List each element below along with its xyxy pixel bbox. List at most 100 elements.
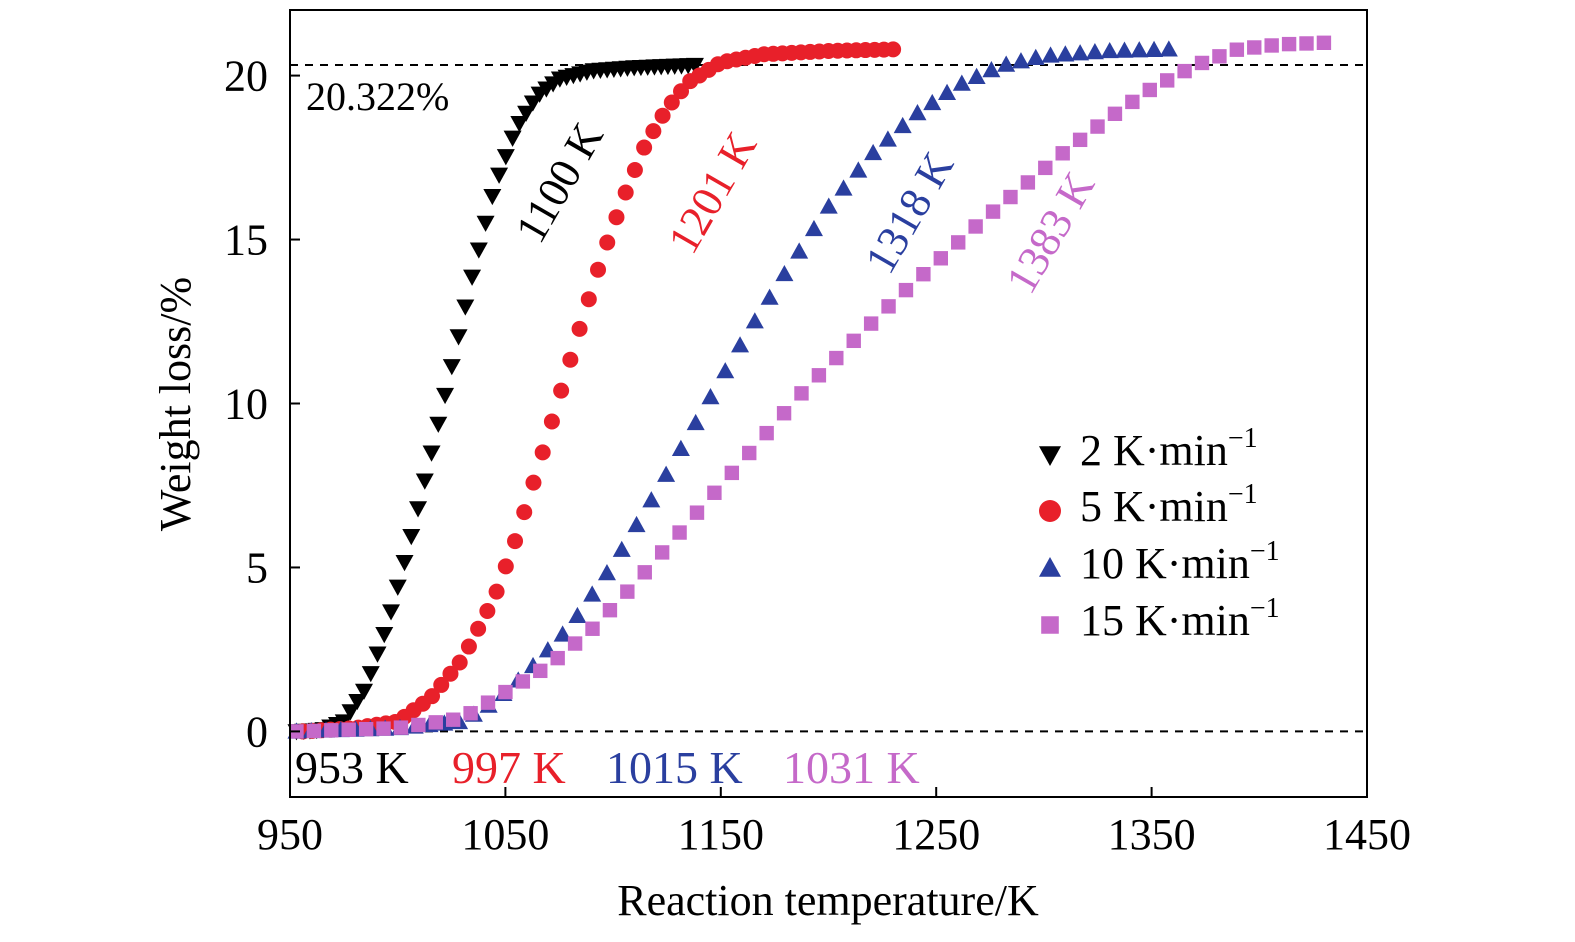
data-point (503, 130, 522, 147)
data-point (498, 684, 513, 700)
data-point (411, 717, 426, 733)
data-point (1145, 40, 1164, 57)
data-point (490, 167, 509, 184)
data-point (395, 554, 414, 572)
x-tick-label: 1350 (1108, 810, 1196, 859)
data-point (878, 130, 897, 147)
data-point (881, 299, 896, 314)
data-point (1020, 175, 1036, 190)
data-point (794, 386, 809, 401)
data-point (1142, 82, 1157, 98)
data-point (689, 505, 705, 520)
y-tick-label: 15 (224, 216, 268, 265)
data-point (1055, 146, 1070, 161)
data-point (745, 312, 764, 329)
data-point (654, 545, 670, 560)
data-point (626, 162, 643, 179)
legend-marker-10k (1039, 557, 1061, 577)
data-point (645, 123, 662, 140)
data-point (515, 674, 531, 689)
data-point (1038, 160, 1053, 176)
data-point (846, 333, 861, 349)
data-point (480, 695, 496, 710)
data-point (449, 329, 468, 346)
data-point (507, 533, 524, 550)
data-point (534, 444, 551, 461)
data-point (1056, 45, 1075, 62)
data-point (933, 251, 949, 266)
data-point (355, 683, 374, 700)
data-point (1281, 36, 1297, 52)
data-point (460, 638, 477, 655)
data-point (516, 504, 533, 521)
data-point (583, 585, 602, 602)
data-point (483, 188, 502, 206)
data-point (463, 706, 478, 721)
data-point (442, 359, 461, 376)
x-axis-title: Reaction temperature/K (617, 876, 1039, 925)
data-point (368, 646, 387, 663)
data-point (731, 336, 750, 353)
y-tick-label: 0 (246, 707, 268, 756)
legend-item-15k: 15 K·min−1 (1041, 593, 1280, 645)
data-point (686, 413, 705, 431)
data-point (1100, 41, 1119, 59)
data-point (523, 95, 542, 112)
data-point (804, 219, 823, 237)
data-point (1085, 43, 1104, 60)
data-point (1264, 38, 1279, 53)
data-point (916, 267, 931, 282)
data-point (1107, 106, 1123, 122)
data-point (415, 473, 434, 490)
data-point (393, 720, 409, 735)
data-point (642, 491, 661, 508)
onset-label-2k: 953 K (295, 742, 409, 793)
data-point (811, 368, 827, 383)
y-tick-label: 5 (246, 543, 268, 592)
data-point (533, 663, 548, 679)
data-point (1159, 40, 1178, 57)
data-point (620, 584, 635, 599)
data-point (863, 316, 879, 331)
data-point (1177, 63, 1192, 79)
data-point (1090, 119, 1105, 134)
data-point (402, 529, 421, 546)
data-point (617, 184, 634, 201)
onset-label-15k: 1031 K (783, 742, 920, 793)
data-point (341, 704, 360, 721)
y-tick-label: 10 (224, 380, 268, 429)
data-point (571, 320, 588, 337)
data-point (429, 416, 448, 433)
data-point (358, 721, 374, 737)
data-point (864, 143, 883, 161)
y-tick-label: 20 (224, 52, 268, 101)
data-point (599, 234, 616, 251)
data-point (597, 564, 616, 581)
data-point (602, 602, 618, 618)
data-point (819, 197, 838, 214)
data-point (1072, 132, 1088, 148)
data-point (382, 604, 401, 621)
data-point (1125, 94, 1140, 110)
data-point (1071, 44, 1090, 61)
data-point (790, 242, 809, 259)
data-point (553, 625, 572, 642)
data-point (470, 620, 487, 637)
legend-superscript-2k: −1 (1228, 423, 1258, 454)
data-point (436, 387, 455, 405)
data-point (476, 215, 495, 232)
data-point (496, 149, 515, 166)
y-axis-ticks: 0 5 10 15 20 (224, 52, 300, 756)
data-point (433, 676, 450, 693)
data-point (760, 288, 779, 305)
data-point (428, 715, 443, 730)
legend-marker-5k (1039, 500, 1061, 522)
x-tick-label: 950 (257, 810, 323, 859)
y-axis-title: Weight loss/% (151, 277, 200, 531)
data-point (672, 525, 687, 540)
data-point (1026, 48, 1045, 65)
legend-superscript-5k: −1 (1228, 479, 1258, 510)
data-point (341, 722, 356, 737)
data-point (701, 387, 720, 405)
data-point (1194, 55, 1210, 71)
